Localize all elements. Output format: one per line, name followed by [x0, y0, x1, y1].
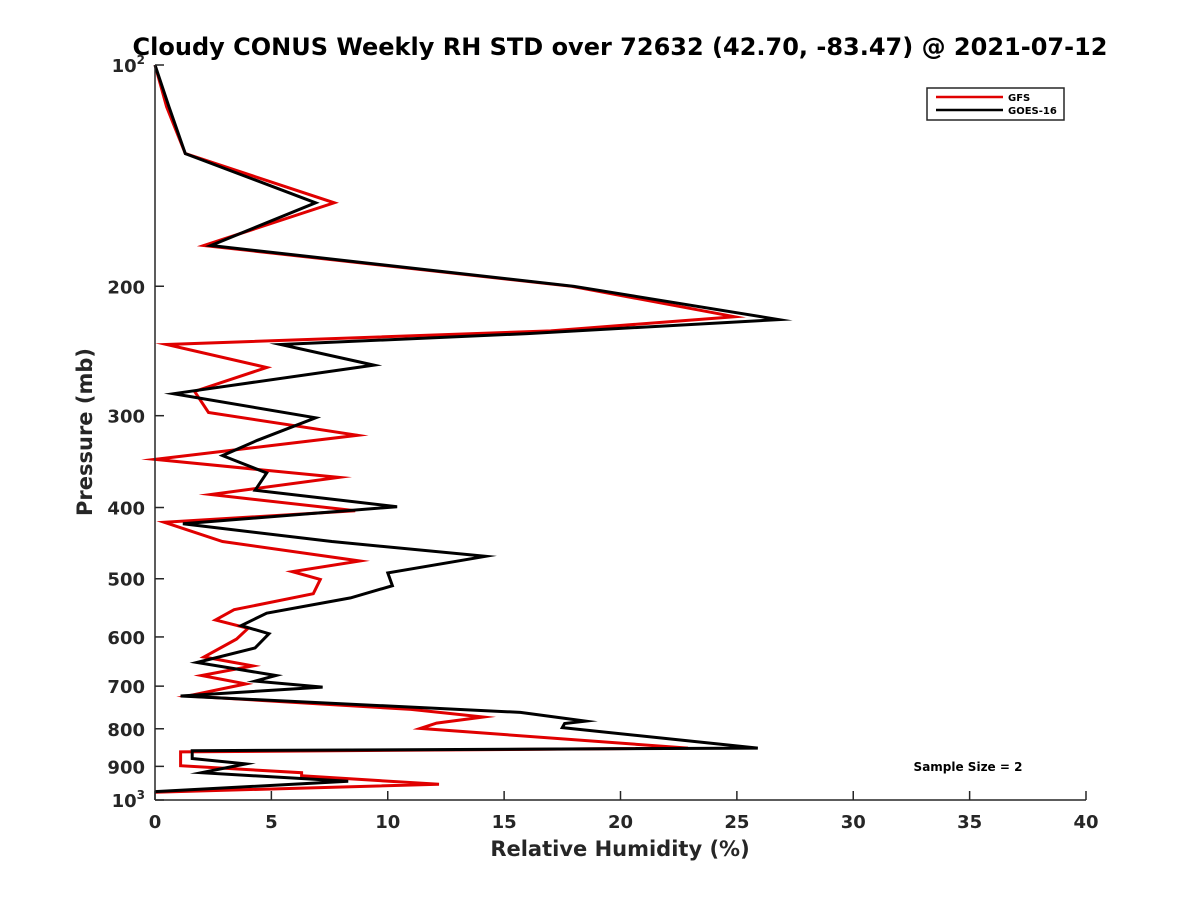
y-ticks: 102 200 300 400 500 600 700 800 900 103 [107, 53, 164, 812]
y-tick-label: 300 [107, 407, 145, 428]
sample-size-annotation: Sample Size = 2 [914, 760, 1023, 774]
y-tick-label: 400 [107, 499, 145, 520]
y-tick-label: 102 [112, 53, 145, 77]
plot-series [141, 64, 793, 794]
legend-label-goes16: GOES-16 [1008, 106, 1057, 117]
x-axis-label: Relative Humidity (%) [490, 837, 749, 861]
x-tick-label: 25 [724, 812, 749, 833]
series-line-goes16 [153, 64, 793, 794]
x-tick-label: 10 [375, 812, 400, 833]
y-tick-label: 103 [112, 788, 145, 812]
y-tick-label: 900 [107, 757, 145, 778]
x-ticks: 0 5 10 15 20 25 30 35 40 [149, 791, 1099, 833]
x-tick-label: 35 [957, 812, 982, 833]
y-tick-label: 200 [107, 277, 145, 298]
x-tick-label: 20 [608, 812, 633, 833]
legend-label-gfs: GFS [1008, 93, 1030, 104]
y-axis-label: Pressure (mb) [73, 348, 97, 516]
x-tick-label: 15 [492, 812, 517, 833]
legend-box [926, 87, 1065, 121]
x-tick-label: 40 [1073, 812, 1098, 833]
x-tick-label: 30 [841, 812, 866, 833]
y-tick-label: 700 [107, 677, 145, 698]
chart-title: Cloudy CONUS Weekly RH STD over 72632 (4… [133, 33, 1108, 61]
y-tick-label: 600 [107, 628, 145, 649]
y-tick-label: 800 [107, 720, 145, 741]
y-tick-label: 500 [107, 570, 145, 591]
x-tick-label: 0 [149, 812, 162, 833]
legend: GFS GOES-16 [926, 87, 1065, 121]
x-tick-label: 5 [265, 812, 278, 833]
